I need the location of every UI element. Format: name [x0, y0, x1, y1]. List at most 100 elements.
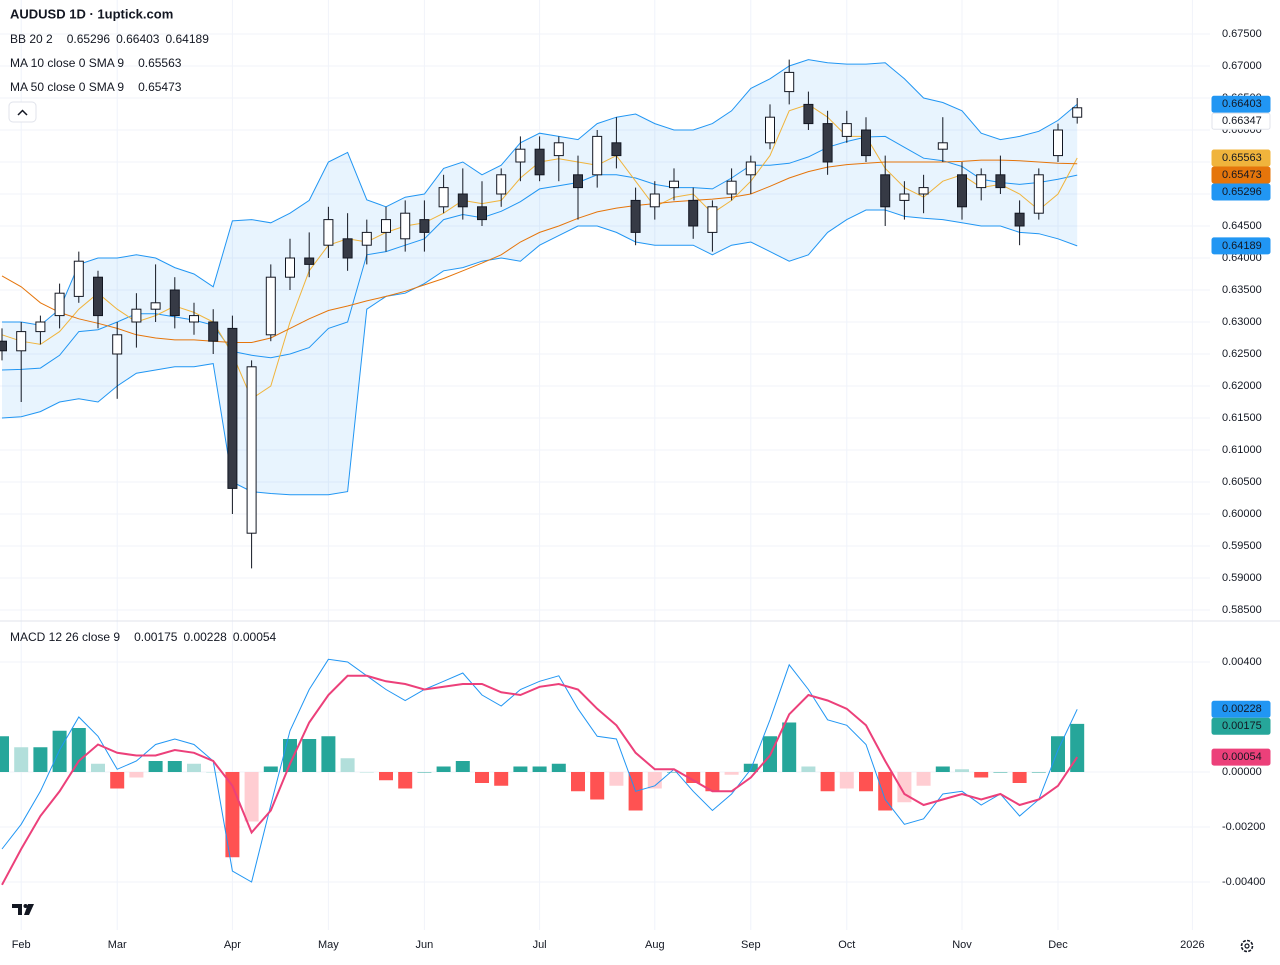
collapse-button[interactable] — [8, 101, 37, 123]
collapse-button-frame[interactable] — [8, 101, 37, 123]
histogram-bar — [916, 772, 931, 786]
y-tick-label: 0.67500 — [1222, 28, 1262, 40]
price-label-box — [1211, 112, 1271, 130]
histogram-bar — [398, 772, 413, 789]
histogram-bar — [743, 763, 758, 772]
x-tick-label: May — [318, 939, 339, 951]
candle-body — [381, 219, 391, 233]
histogram-bar — [513, 766, 528, 772]
legend-value: 0.64189 — [165, 32, 209, 46]
x-tick-label: Sep — [741, 939, 761, 951]
legend-value: 0.00175 — [134, 630, 178, 644]
price-label-box — [1211, 717, 1271, 735]
price-labels: 0.66403 0.66347 0.65563 0.65473 0.65296 0.641… — [1211, 95, 1271, 766]
gear-icon[interactable] — [1240, 939, 1254, 953]
candle-body — [93, 276, 103, 317]
price-label-box — [1211, 166, 1271, 184]
histogram-bar — [782, 722, 797, 772]
grid — [0, 0, 1210, 930]
histogram-bar — [1070, 723, 1085, 772]
price-label: 0.65473 — [1222, 169, 1262, 181]
macd-line — [1, 658, 1078, 883]
candle-body — [937, 142, 948, 150]
histogram-bar — [532, 766, 547, 772]
candle-body — [1053, 129, 1063, 157]
histogram-bar — [187, 763, 201, 772]
candle-body — [477, 206, 487, 221]
histogram-bar — [551, 763, 566, 772]
candle-body — [553, 142, 564, 157]
histogram-bar — [1031, 772, 1046, 773]
collapse-icon[interactable] — [17, 109, 28, 116]
x-tick-label: Oct — [838, 939, 855, 951]
candle-body — [246, 366, 257, 534]
candle-body — [803, 103, 814, 125]
candle-body — [630, 199, 641, 233]
y-tick-label: 0.62000 — [1222, 380, 1262, 392]
candle-body — [918, 187, 929, 195]
histogram-bar — [244, 772, 259, 822]
histogram-bar — [820, 772, 835, 792]
histogram-bar — [571, 772, 585, 792]
legend-name: MA 10 close 0 SMA 9 — [10, 56, 124, 70]
legend-name: MACD 12 26 close 9 — [10, 630, 120, 644]
candle-body — [169, 289, 180, 317]
legend-value: 0.65563 — [138, 56, 182, 70]
candle-body — [227, 327, 238, 489]
histogram-bar — [0, 736, 9, 772]
candle-body — [649, 193, 660, 208]
y-tick-label: 0.00400 — [1222, 656, 1262, 668]
histogram-bar — [110, 772, 125, 789]
candle-body — [1033, 174, 1044, 214]
histogram-bar — [935, 766, 950, 772]
candle-body — [669, 180, 679, 189]
legend-value: 0.65296 — [67, 32, 111, 46]
histogram-bar — [436, 766, 451, 772]
histogram-bar — [129, 772, 144, 778]
histogram-bar — [974, 772, 989, 778]
indicator-line — [1, 135, 1078, 371]
candle-body — [995, 174, 1006, 189]
x-tick-label: Jun — [416, 939, 434, 951]
y-tick-label: 0.61500 — [1222, 412, 1262, 424]
y-tick-label: 0.59000 — [1222, 572, 1262, 584]
y-tick-label: -0.00400 — [1222, 876, 1265, 888]
x-tick-label: Jul — [533, 939, 547, 951]
candle-body — [16, 331, 27, 352]
histogram-bar — [897, 772, 912, 803]
signal-line — [1, 674, 1079, 886]
histogram-bar — [302, 739, 317, 772]
histogram-bar — [167, 761, 182, 772]
candle-body — [73, 260, 84, 297]
candle-body — [457, 193, 468, 208]
histogram-bar — [955, 769, 969, 772]
histogram-bar — [475, 772, 489, 783]
histogram-bar — [993, 772, 1008, 773]
legend-value: 0.66403 — [116, 32, 160, 46]
y-tick-label: 0.59500 — [1222, 540, 1262, 552]
candle-body — [361, 231, 372, 246]
candle-body — [304, 257, 315, 265]
indicator-line — [2, 59, 1078, 326]
candle-body — [841, 123, 852, 137]
x-tick-label: Nov — [952, 939, 972, 951]
histogram-bar — [340, 758, 355, 772]
candle-body — [419, 219, 430, 233]
candle-body — [35, 321, 46, 333]
histogram-bar — [455, 761, 470, 772]
candle-body — [765, 116, 775, 144]
x-tick-label: Mar — [108, 939, 127, 951]
histogram-bar — [667, 772, 681, 773]
price-label-box — [1211, 237, 1271, 255]
settings-button[interactable] — [1240, 939, 1254, 953]
histogram-bar — [724, 772, 739, 775]
candle-body — [438, 187, 449, 208]
gear-center[interactable] — [1244, 943, 1250, 949]
price-label: 0.66347 — [1222, 115, 1262, 127]
candle-body — [131, 308, 142, 323]
chart-title: AUDUSD 1D · 1uptick.com — [10, 6, 173, 21]
price-label-box — [1211, 748, 1271, 766]
y-tick-label: 0.64000 — [1222, 252, 1262, 264]
x-tick-label: Dec — [1048, 939, 1068, 951]
